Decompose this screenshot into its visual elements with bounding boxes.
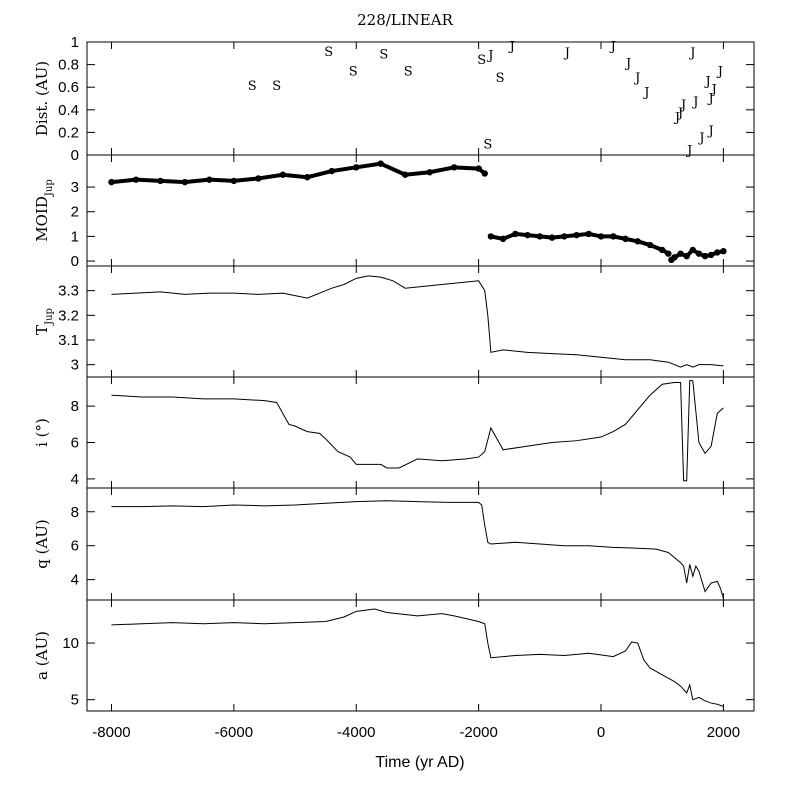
x-tick-label: -6000 — [215, 724, 253, 741]
y-axis-label-semimajor: a (AU) — [33, 631, 51, 680]
y-tick-label-distance: 0 — [71, 147, 79, 164]
y-tick-label-inclination: 4 — [71, 471, 79, 488]
panel-inclination: 4 6 8 i (°) — [33, 376, 755, 489]
y-axis-label-text: MOID — [33, 196, 51, 242]
encounter-jupiter: J — [707, 124, 714, 139]
x-tick-label: -2000 — [459, 724, 497, 741]
y-tick-label-inclination: 6 — [71, 435, 79, 452]
y-axis-label-text: T — [33, 325, 51, 335]
y-tick-label-semimajor: 10 — [62, 635, 79, 652]
y-axis-label-text: q (AU) — [33, 519, 51, 569]
y-tick-label-moid: 1 — [71, 228, 79, 245]
panel-perihelion: 4 6 8 q (AU) — [33, 487, 755, 601]
encounter-jupiter: J — [716, 64, 723, 79]
chart-title: 228/LINEAR — [357, 11, 453, 29]
series-line-inclination — [111, 380, 724, 482]
y-tick-label-perihelion: 6 — [71, 538, 79, 555]
y-axis-label-tisserand: TJup — [33, 308, 55, 335]
encounter-jupiter: J — [508, 39, 515, 54]
series-line-perihelion — [111, 500, 724, 599]
encounter-jupiter: J — [633, 71, 640, 86]
y-tick-label-semimajor: 5 — [71, 692, 79, 709]
y-axis-label-text: i (°) — [33, 418, 51, 447]
x-axis: -8000 -6000 -4000 -2000 0 2000 — [92, 724, 740, 741]
encounter-saturn: S — [349, 64, 358, 79]
y-tick-label-inclination: 8 — [71, 398, 79, 415]
series-line-tisserand — [111, 275, 724, 368]
y-tick-label-moid: 0 — [71, 253, 79, 270]
encounter-saturn: S — [324, 45, 333, 60]
y-tick-label-tisserand: 3.2 — [58, 307, 79, 324]
y-tick-label-distance: 0.6 — [58, 79, 79, 96]
y-tick-label-moid: 3 — [71, 179, 79, 196]
y-tick-label-perihelion: 8 — [71, 504, 79, 521]
y-axis-label-moid: MOIDJup — [33, 179, 55, 241]
y-tick-label-distance: 1 — [71, 34, 79, 51]
encounter-jupiter: J — [676, 106, 683, 121]
y-tick-label-distance: 0.2 — [58, 124, 79, 141]
panel-semimajor: 5 10 a (AU) — [33, 599, 755, 712]
encounter-jupiter: J — [691, 95, 698, 110]
y-tick-label-distance: 0.8 — [58, 57, 79, 74]
series-line-semimajor — [111, 608, 724, 707]
encounter-jupiter: J — [685, 143, 692, 158]
encounter-jupiter: J — [642, 86, 649, 101]
x-tick-label: 2000 — [707, 724, 740, 741]
x-tick-label: -8000 — [92, 724, 130, 741]
encounter-jupiter: J — [703, 74, 710, 89]
encounter-jupiter: J — [624, 56, 631, 71]
y-tick-label-moid: 2 — [71, 204, 79, 221]
x-axis-label: Time (yr AD) — [375, 754, 464, 771]
y-tick-label-tisserand: 3.1 — [58, 332, 79, 349]
encounter-saturn: S — [483, 138, 492, 153]
y-axis-label-distance: Dist. (AU) — [33, 61, 51, 136]
y-axis-label-subscript: Jup — [44, 308, 55, 326]
encounter-saturn: S — [496, 71, 505, 86]
encounter-saturn: S — [404, 64, 413, 79]
panel-frame-perihelion — [86, 487, 755, 601]
panel-moid: 0 1 2 3 MOIDJup — [33, 154, 755, 270]
y-tick-label-tisserand: 3 — [71, 357, 79, 374]
y-axis-label-text: Dist. (AU) — [33, 61, 51, 136]
y-axis-label-perihelion: q (AU) — [33, 519, 51, 569]
x-tick-label: -4000 — [337, 724, 375, 741]
y-tick-label-distance: 0.4 — [58, 102, 79, 119]
encounter-saturn: S — [272, 79, 281, 94]
y-axis-label-inclination: i (°) — [33, 418, 51, 447]
moid-series-2 — [669, 247, 726, 262]
encounter-saturn: S — [248, 79, 257, 94]
panel-frame-semimajor — [86, 599, 755, 712]
encounter-jupiter: J — [697, 131, 704, 146]
encounter-jupiter: J — [679, 98, 686, 113]
y-tick-label-tisserand: 3.3 — [58, 283, 79, 300]
encounter-jupiter: J — [486, 48, 493, 63]
moid-series-0 — [109, 161, 487, 185]
encounter-jupiter: J — [707, 91, 714, 106]
encounter-saturn: S — [477, 53, 486, 68]
encounter-jupiter: J — [688, 46, 695, 61]
y-axis-label-subscript: Jup — [44, 179, 55, 197]
panel-frame-inclination — [86, 376, 755, 489]
x-tick-label: 0 — [597, 724, 605, 741]
encounter-jupiter: J — [609, 39, 616, 54]
moid-series-1 — [488, 231, 671, 256]
encounter-saturn: S — [379, 47, 388, 62]
y-tick-label-perihelion: 4 — [71, 572, 79, 589]
encounter-jupiter: J — [563, 46, 570, 61]
y-axis-label-text: a (AU) — [33, 631, 51, 680]
encounter-jupiter: J — [710, 82, 717, 97]
panel-frame-distance — [86, 41, 755, 156]
encounter-jupiter: J — [673, 111, 680, 126]
